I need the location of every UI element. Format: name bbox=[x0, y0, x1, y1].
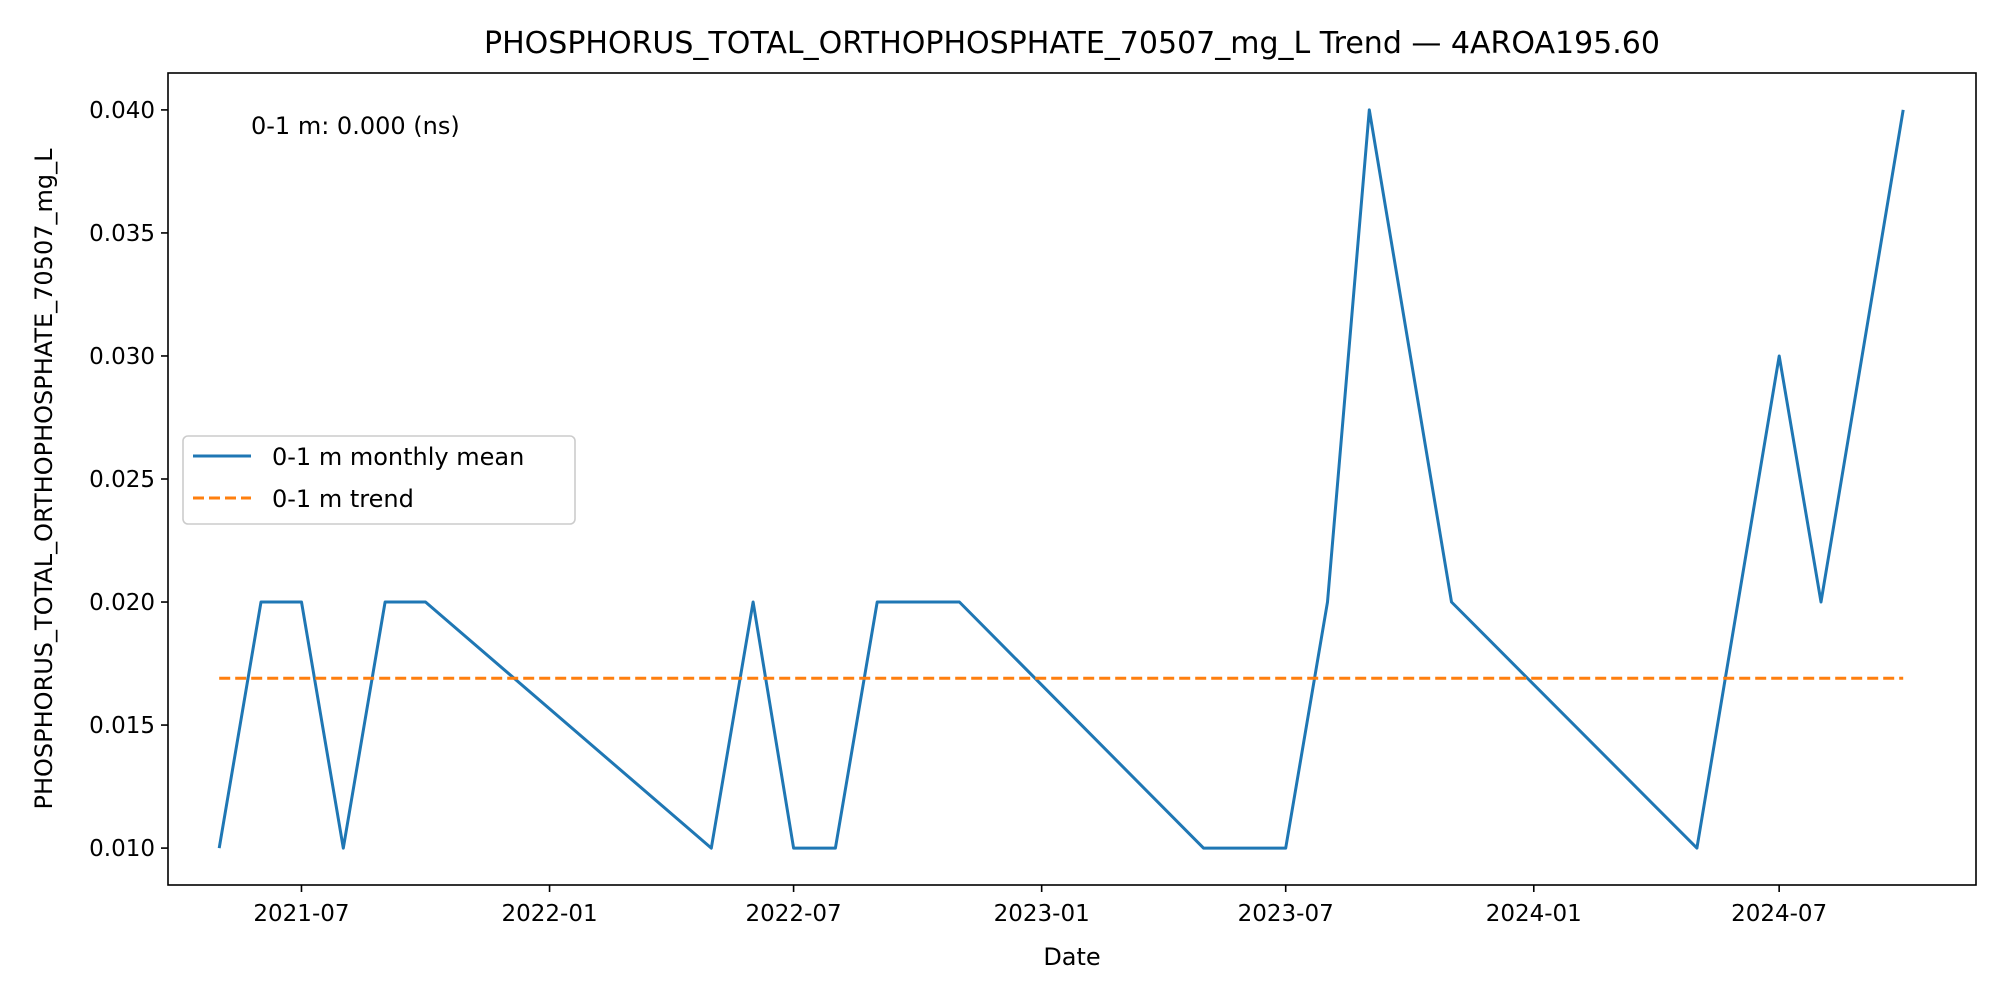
y-tick-label: 0.010 bbox=[89, 836, 155, 862]
x-tick-label: 2023-07 bbox=[1238, 901, 1334, 927]
x-tick-label: 2024-07 bbox=[1731, 901, 1827, 927]
y-axis: 0.010 0.015 0.020 0.025 0.030 0.035 0.040 bbox=[89, 98, 168, 862]
legend-box bbox=[182, 435, 576, 525]
legend-label-monthly-mean: 0-1 m monthly mean bbox=[272, 443, 524, 471]
x-tick-label: 2024-01 bbox=[1486, 901, 1582, 927]
x-tick-label: 2023-01 bbox=[994, 901, 1090, 927]
x-tick-label: 2022-07 bbox=[746, 901, 842, 927]
x-tick-label: 2021-07 bbox=[253, 901, 349, 927]
x-axis-label: Date bbox=[1043, 943, 1100, 971]
y-tick-label: 0.020 bbox=[89, 590, 155, 616]
y-axis-label: PHOSPHORUS_TOTAL_ORTHOPHOSPHATE_70507_mg… bbox=[30, 148, 58, 810]
x-axis: 2021-07 2022-01 2022-07 2023-01 2023-07 2024-… bbox=[253, 885, 1827, 927]
x-tick-label: 2022-01 bbox=[501, 901, 597, 927]
y-tick-label: 0.030 bbox=[89, 344, 155, 370]
y-tick-label: 0.035 bbox=[89, 221, 155, 247]
legend: 0-1 m monthly mean 0-1 m trend bbox=[182, 435, 576, 525]
y-tick-label: 0.025 bbox=[89, 467, 155, 493]
series-layer bbox=[217, 108, 1905, 850]
monthly-mean-line bbox=[217, 108, 1905, 850]
y-tick-label: 0.040 bbox=[89, 98, 155, 124]
y-tick-label: 0.015 bbox=[89, 713, 155, 739]
chart-title: PHOSPHORUS_TOTAL_ORTHOPHOSPHATE_70507_mg… bbox=[484, 26, 1660, 61]
trend-annotation: 0-1 m: 0.000 (ns) bbox=[251, 112, 460, 140]
legend-label-trend: 0-1 m trend bbox=[272, 485, 414, 513]
